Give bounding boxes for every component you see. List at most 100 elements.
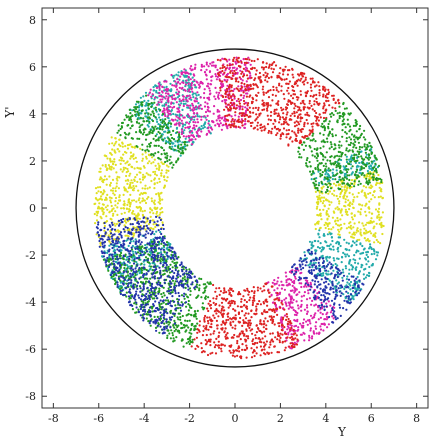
data-point — [358, 161, 361, 164]
data-point — [151, 219, 154, 222]
data-point — [366, 231, 369, 234]
data-point — [316, 147, 319, 150]
data-point — [218, 110, 221, 113]
data-point — [243, 102, 246, 105]
data-point — [327, 207, 330, 210]
data-point — [125, 207, 128, 210]
data-point — [127, 170, 130, 173]
data-point — [126, 182, 129, 185]
data-point — [344, 205, 347, 208]
data-point — [314, 167, 317, 171]
data-point — [231, 74, 234, 77]
data-point — [289, 136, 292, 139]
data-point — [346, 118, 349, 121]
data-point — [263, 129, 266, 132]
data-point — [333, 194, 336, 197]
data-point — [239, 98, 243, 102]
data-point — [247, 56, 250, 59]
data-point — [155, 210, 159, 213]
data-point — [96, 186, 100, 189]
data-point — [189, 67, 192, 70]
data-point — [249, 329, 252, 332]
data-point — [277, 90, 280, 93]
data-point — [204, 101, 207, 104]
data-point — [269, 318, 272, 321]
data-point — [340, 153, 343, 156]
data-point — [175, 101, 178, 104]
data-point — [178, 117, 181, 121]
data-point — [182, 81, 185, 84]
data-point — [235, 68, 238, 71]
data-point — [187, 122, 191, 125]
data-point — [305, 118, 308, 122]
data-point — [293, 313, 297, 316]
data-point — [242, 67, 245, 70]
data-point — [158, 88, 161, 91]
data-point — [284, 301, 287, 304]
data-point — [200, 69, 203, 72]
data-point — [170, 329, 173, 332]
data-point — [303, 72, 306, 75]
data-point — [336, 273, 339, 276]
data-point — [199, 82, 202, 85]
data-point — [313, 109, 316, 113]
data-point — [100, 177, 103, 180]
data-point — [185, 342, 188, 345]
data-point — [143, 175, 147, 178]
data-point — [232, 107, 235, 110]
data-point — [309, 329, 312, 332]
data-point — [356, 288, 359, 291]
data-point — [343, 122, 346, 125]
data-point — [280, 123, 283, 126]
data-point — [168, 271, 172, 274]
data-point — [95, 214, 99, 217]
data-point — [284, 106, 288, 109]
data-point — [180, 301, 183, 304]
data-point — [209, 62, 212, 65]
data-point — [361, 222, 364, 225]
data-point — [188, 319, 191, 322]
data-point — [221, 57, 224, 60]
data-point — [206, 114, 209, 117]
data-point — [372, 176, 375, 179]
data-point — [256, 341, 259, 345]
data-point — [219, 67, 222, 70]
data-point — [163, 107, 166, 110]
data-point — [312, 95, 315, 98]
data-point — [201, 334, 204, 337]
data-point — [338, 167, 341, 170]
data-point — [375, 158, 378, 161]
data-point — [353, 196, 356, 199]
data-point — [173, 84, 176, 87]
data-point — [140, 271, 143, 274]
data-point — [175, 122, 178, 125]
data-point — [195, 296, 198, 299]
data-point — [331, 94, 334, 97]
data-point — [123, 200, 126, 203]
data-point — [114, 187, 117, 190]
data-point — [260, 66, 264, 69]
data-point — [107, 269, 110, 272]
data-point — [152, 161, 155, 164]
data-point — [369, 243, 372, 246]
data-point — [352, 298, 355, 301]
data-point — [354, 170, 358, 173]
data-point — [234, 71, 237, 75]
data-point — [362, 185, 365, 188]
data-point — [109, 201, 113, 204]
data-point — [319, 147, 322, 150]
data-point — [367, 222, 370, 225]
data-point — [339, 187, 342, 191]
data-point — [102, 203, 105, 206]
data-point — [308, 160, 311, 164]
data-point — [171, 106, 174, 109]
data-point — [245, 300, 248, 304]
data-point — [267, 289, 270, 292]
data-point — [256, 116, 259, 119]
data-point — [126, 147, 130, 150]
data-point — [264, 71, 267, 74]
data-point — [321, 307, 324, 310]
data-point — [285, 281, 288, 284]
data-point — [355, 136, 358, 139]
data-point — [319, 242, 322, 245]
